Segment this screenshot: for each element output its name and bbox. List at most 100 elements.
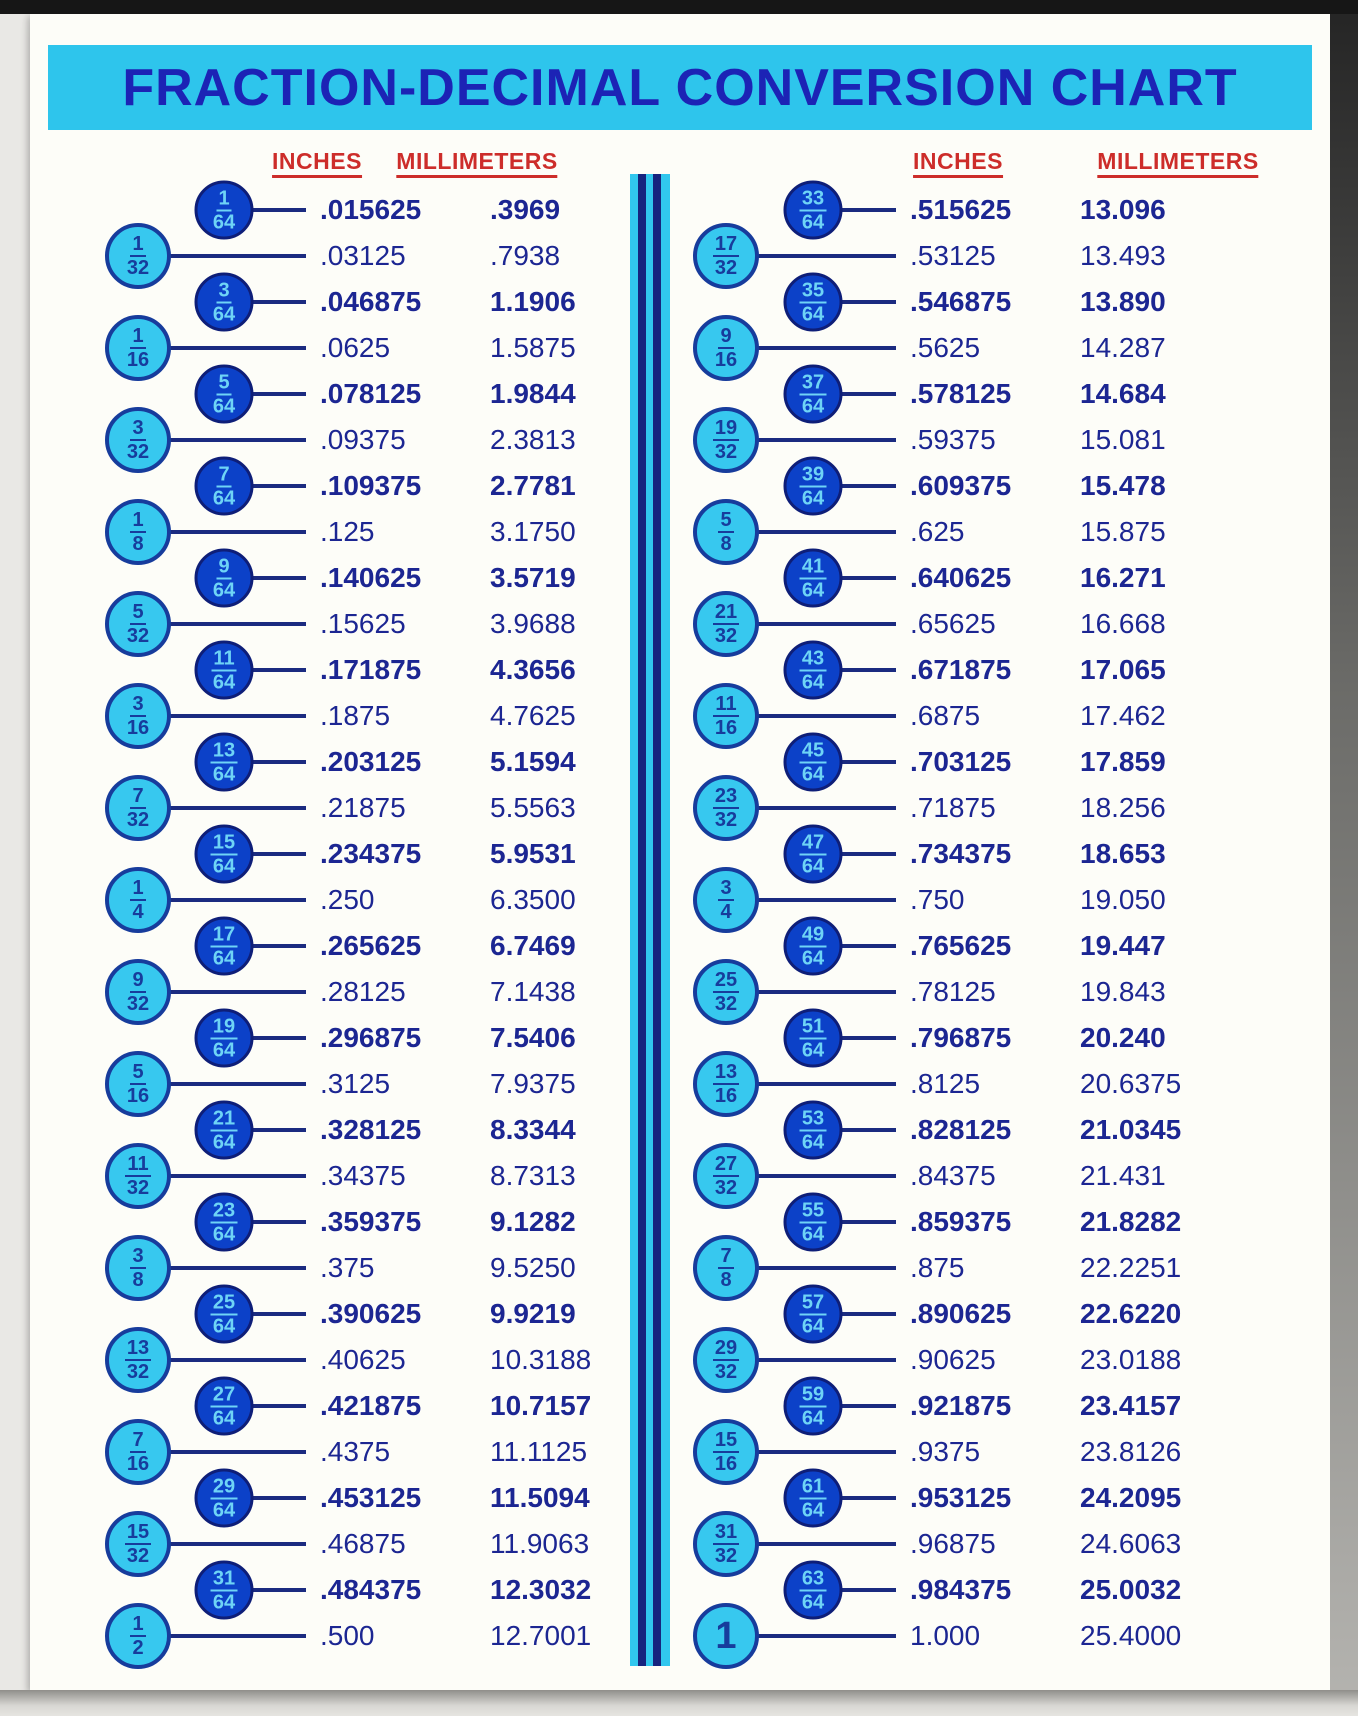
fraction-label: 5 64 bbox=[213, 372, 235, 416]
fraction-denominator: 8 bbox=[720, 1269, 732, 1291]
fraction-label: 5 16 bbox=[127, 1062, 149, 1106]
fraction-numerator: 11 bbox=[713, 693, 739, 717]
fraction-circle: 1 64 bbox=[194, 180, 254, 240]
fraction-numerator: 1 bbox=[130, 509, 146, 533]
conversion-row: 27 32 .84375 21.431 bbox=[30, 1143, 1332, 1209]
fraction-circle: 29 64 bbox=[194, 1468, 254, 1528]
millimeters-value: 6.3500 bbox=[490, 884, 576, 915]
photo-right-shadow bbox=[1330, 0, 1358, 1716]
millimeters-value: 23.0188 bbox=[1080, 1344, 1182, 1375]
fraction-denominator: 32 bbox=[714, 993, 738, 1015]
fraction-circle: 45 64 bbox=[783, 732, 843, 792]
connector-line bbox=[244, 300, 306, 304]
inches-value: .750 bbox=[910, 884, 965, 915]
connector-line bbox=[158, 1542, 306, 1546]
fraction-denominator: 32 bbox=[714, 809, 738, 831]
fraction-numerator: 1 bbox=[216, 187, 232, 211]
fraction-denominator: 2 bbox=[132, 1637, 144, 1659]
inches-value: .90625 bbox=[910, 1344, 996, 1375]
fraction-label: 3 4 bbox=[718, 877, 734, 922]
fraction-label: 25 64 bbox=[210, 1291, 238, 1336]
millimeters-value: 21.0345 bbox=[1080, 1114, 1182, 1145]
fraction-label: 15 32 bbox=[124, 1522, 152, 1566]
fraction-circle: 57 64 bbox=[783, 1284, 843, 1344]
fraction-numerator: 3 bbox=[130, 417, 146, 441]
fraction-numerator: 17 bbox=[712, 233, 740, 257]
fraction-circle: 5 64 bbox=[194, 364, 254, 424]
fraction-numerator: 53 bbox=[799, 1107, 827, 1131]
inches-value: .515625 bbox=[910, 194, 1012, 225]
inches-value: .859375 bbox=[910, 1206, 1012, 1237]
millimeters-value: 4.7625 bbox=[490, 700, 576, 731]
connector-line bbox=[158, 1450, 306, 1454]
connector-line bbox=[158, 346, 306, 350]
millimeters-value: 19.843 bbox=[1080, 976, 1166, 1007]
connector-line bbox=[746, 1266, 896, 1270]
inches-value: .359375 bbox=[320, 1206, 422, 1237]
inches-value: .078125 bbox=[320, 378, 422, 409]
fraction-circle: 11 64 bbox=[194, 640, 254, 700]
fraction-denominator: 64 bbox=[801, 1315, 825, 1337]
conversion-row: 27 64 .421875 10.7157 bbox=[30, 1376, 1332, 1436]
fraction-label: 19 32 bbox=[712, 418, 740, 462]
fraction-denominator: 64 bbox=[212, 303, 236, 325]
conversion-row: 63 64 .984375 25.0032 bbox=[30, 1560, 1332, 1620]
fraction-circle: 15 64 bbox=[194, 824, 254, 884]
millimeters-value: 11.5094 bbox=[490, 1482, 590, 1513]
inches-value: .578125 bbox=[910, 378, 1012, 409]
conversion-row: 1 2 .500 12.7001 bbox=[30, 1603, 1332, 1669]
fraction-label: 15 64 bbox=[210, 831, 238, 876]
fraction-numerator: 51 bbox=[799, 1015, 827, 1039]
millimeters-value: 1.9844 bbox=[490, 378, 576, 409]
inches-value: .484375 bbox=[320, 1574, 422, 1605]
conversion-row: 9 32 .28125 7.1438 bbox=[30, 959, 1332, 1025]
fraction-numerator: 9 bbox=[216, 555, 232, 579]
fraction-circle: 5 16 bbox=[105, 1051, 171, 1117]
conversion-row: 19 64 .296875 7.5406 bbox=[30, 1008, 1332, 1068]
fraction-denominator: 8 bbox=[720, 533, 732, 555]
fraction-denominator: 16 bbox=[126, 1085, 150, 1107]
fraction-numerator: 25 bbox=[210, 1291, 238, 1315]
photo-bottom-shadow bbox=[0, 1690, 1358, 1716]
millimeters-value: 17.859 bbox=[1080, 746, 1166, 777]
fraction-label: 1 8 bbox=[130, 509, 146, 554]
fraction-numerator: 3 bbox=[718, 877, 734, 901]
fraction-denominator: 64 bbox=[212, 579, 236, 601]
inches-value: .546875 bbox=[910, 286, 1012, 317]
fraction-label: 1 32 bbox=[127, 234, 149, 278]
conversion-row: 49 64 .765625 19.447 bbox=[30, 916, 1332, 976]
inches-value: .8125 bbox=[910, 1068, 981, 1099]
fraction-label: 17 64 bbox=[210, 924, 238, 968]
conversion-row: 25 32 .78125 19.843 bbox=[30, 959, 1332, 1025]
fraction-label: 11 64 bbox=[211, 648, 237, 692]
inches-value: .046875 bbox=[320, 286, 422, 317]
fraction-denominator: 64 bbox=[801, 947, 825, 969]
fraction-circle: 1 4 bbox=[105, 867, 171, 933]
fraction-numerator: 1 bbox=[130, 877, 146, 901]
fraction-numerator: 1 bbox=[130, 1613, 146, 1637]
fraction-label: 11 16 bbox=[713, 693, 739, 738]
fraction-label: 9 32 bbox=[127, 970, 149, 1014]
fraction-label: 63 64 bbox=[799, 1568, 827, 1613]
fraction-circle: 59 64 bbox=[783, 1376, 843, 1436]
fraction-numerator: 25 bbox=[712, 969, 740, 993]
fraction-denominator: 64 bbox=[801, 211, 825, 233]
fraction-label: 17 32 bbox=[712, 233, 740, 278]
millimeters-value: 19.447 bbox=[1080, 930, 1166, 961]
fraction-denominator: 32 bbox=[714, 1177, 738, 1199]
fraction-numerator: 15 bbox=[210, 831, 238, 855]
fraction-circle: 53 64 bbox=[783, 1100, 843, 1160]
conversion-row: 39 64 .609375 15.478 bbox=[30, 456, 1332, 516]
inches-value: .140625 bbox=[320, 562, 422, 593]
fraction-denominator: 32 bbox=[714, 1545, 738, 1567]
fraction-circle: 63 64 bbox=[783, 1560, 843, 1620]
fraction-denominator: 64 bbox=[801, 1591, 825, 1613]
fraction-numerator: 13 bbox=[210, 739, 238, 763]
conversion-row: 53 64 .828125 21.0345 bbox=[30, 1100, 1332, 1160]
connector-line bbox=[158, 254, 306, 258]
fraction-numerator: 35 bbox=[799, 279, 827, 303]
fraction-denominator: 16 bbox=[714, 349, 738, 371]
fraction-numerator: 43 bbox=[799, 647, 827, 671]
fraction-label: 25 32 bbox=[712, 969, 740, 1015]
title-bar: FRACTION-DECIMAL CONVERSION CHART bbox=[48, 45, 1312, 130]
